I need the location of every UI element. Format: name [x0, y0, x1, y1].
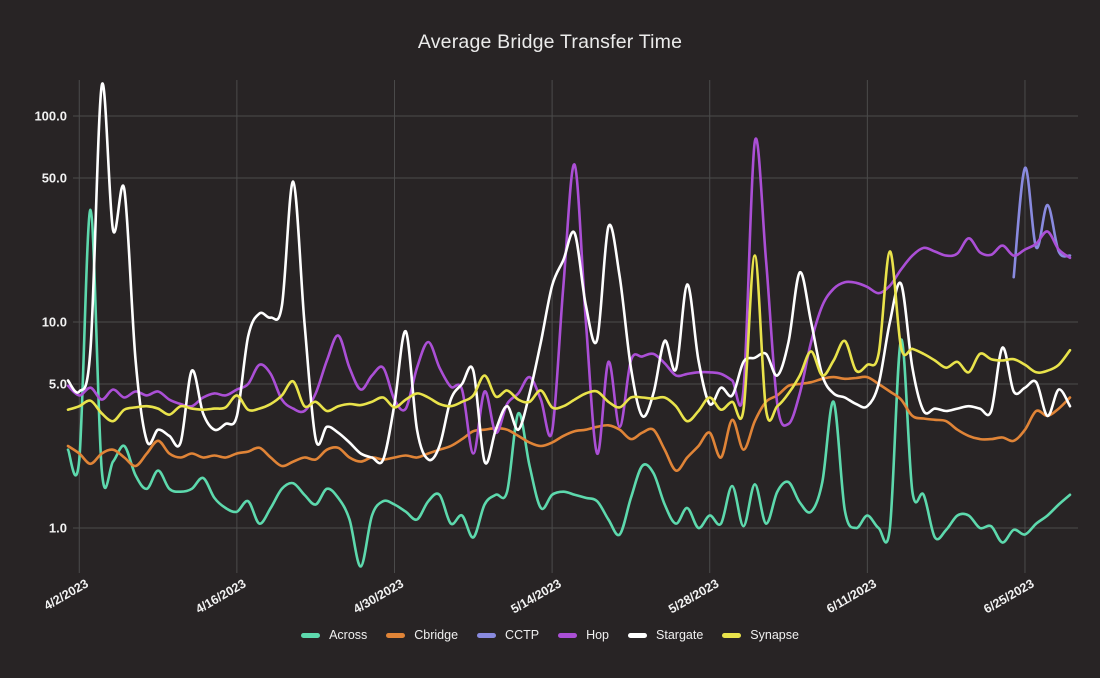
- x-tick-label: 6/25/2023: [981, 576, 1036, 616]
- legend-item-synapse[interactable]: Synapse: [722, 628, 799, 642]
- legend-swatch-hop: [558, 632, 578, 638]
- x-tick-label: 5/28/2023: [666, 576, 721, 616]
- series-line-hop: [66, 137, 1072, 455]
- x-tick-label: 5/14/2023: [508, 576, 563, 616]
- x-tick-label: 6/11/2023: [824, 576, 879, 616]
- legend-label: Cbridge: [414, 628, 459, 642]
- legend-item-across[interactable]: Across: [301, 628, 367, 642]
- chart-title: Average Bridge Transfer Time: [417, 31, 683, 53]
- legend-label: Synapse: [750, 628, 799, 642]
- y-tick-label: 50.0: [42, 171, 67, 186]
- y-tick-label: 100.0: [34, 109, 67, 124]
- legend: Across Cbridge CCTP Hop Stargate Synapse: [0, 628, 1100, 642]
- legend-item-hop[interactable]: Hop: [558, 628, 609, 642]
- x-tick-label: 4/30/2023: [351, 576, 406, 616]
- legend-label: Across: [329, 628, 368, 642]
- legend-item-cbridge[interactable]: Cbridge: [386, 628, 458, 642]
- y-tick-label: 10.0: [42, 315, 67, 330]
- legend-swatch-across: [301, 632, 321, 638]
- x-tick-label: 4/2/2023: [42, 576, 91, 612]
- legend-swatch-cctp: [477, 632, 497, 638]
- series-line-synapse: [66, 250, 1072, 423]
- y-tick-label: 5.0: [49, 377, 67, 392]
- legend-swatch-cbridge: [386, 632, 406, 638]
- legend-label: Stargate: [656, 628, 704, 642]
- series-line-across: [66, 208, 1072, 568]
- legend-label: Hop: [586, 628, 610, 642]
- legend-swatch-stargate: [628, 632, 648, 638]
- x-tick-label: 4/16/2023: [193, 576, 248, 616]
- series-line-cctp: [1012, 166, 1072, 279]
- series-layer: [66, 82, 1072, 568]
- series-line-stargate: [66, 82, 1072, 465]
- grid-layer: [74, 80, 1078, 565]
- legend-label: CCTP: [505, 628, 540, 642]
- series-line-cbridge: [66, 375, 1072, 472]
- y-tick-label: 1.0: [49, 521, 67, 536]
- legend-swatch-synapse: [722, 632, 742, 638]
- legend-item-cctp[interactable]: CCTP: [477, 628, 539, 642]
- legend-item-stargate[interactable]: Stargate: [628, 628, 703, 642]
